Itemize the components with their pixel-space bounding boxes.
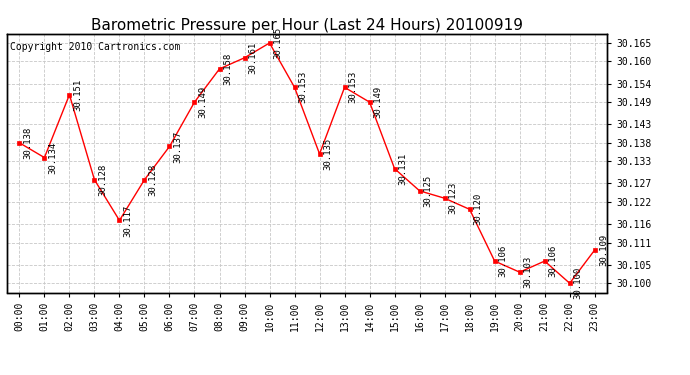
- Text: 30.125: 30.125: [424, 175, 433, 207]
- Text: 30.120: 30.120: [474, 193, 483, 225]
- Text: 30.123: 30.123: [448, 182, 457, 214]
- Text: 30.158: 30.158: [224, 53, 233, 85]
- Text: Copyright 2010 Cartronics.com: Copyright 2010 Cartronics.com: [10, 42, 180, 51]
- Text: 30.138: 30.138: [23, 127, 32, 159]
- Text: 30.149: 30.149: [199, 86, 208, 118]
- Text: 30.117: 30.117: [124, 204, 132, 237]
- Text: 30.161: 30.161: [248, 42, 257, 74]
- Text: 30.128: 30.128: [148, 164, 157, 196]
- Text: 30.134: 30.134: [48, 141, 57, 174]
- Text: 30.131: 30.131: [399, 153, 408, 185]
- Text: 30.128: 30.128: [99, 164, 108, 196]
- Text: 30.151: 30.151: [74, 79, 83, 111]
- Text: 30.149: 30.149: [374, 86, 383, 118]
- Text: 30.153: 30.153: [299, 71, 308, 104]
- Text: 30.137: 30.137: [174, 130, 183, 163]
- Text: 30.103: 30.103: [524, 256, 533, 288]
- Text: 30.153: 30.153: [348, 71, 357, 104]
- Text: 30.135: 30.135: [324, 138, 333, 170]
- Text: 30.109: 30.109: [599, 234, 608, 266]
- Title: Barometric Pressure per Hour (Last 24 Hours) 20100919: Barometric Pressure per Hour (Last 24 Ho…: [91, 18, 523, 33]
- Text: 30.106: 30.106: [499, 245, 508, 277]
- Text: 30.100: 30.100: [574, 267, 583, 299]
- Text: 30.165: 30.165: [274, 27, 283, 59]
- Text: 30.106: 30.106: [549, 245, 558, 277]
